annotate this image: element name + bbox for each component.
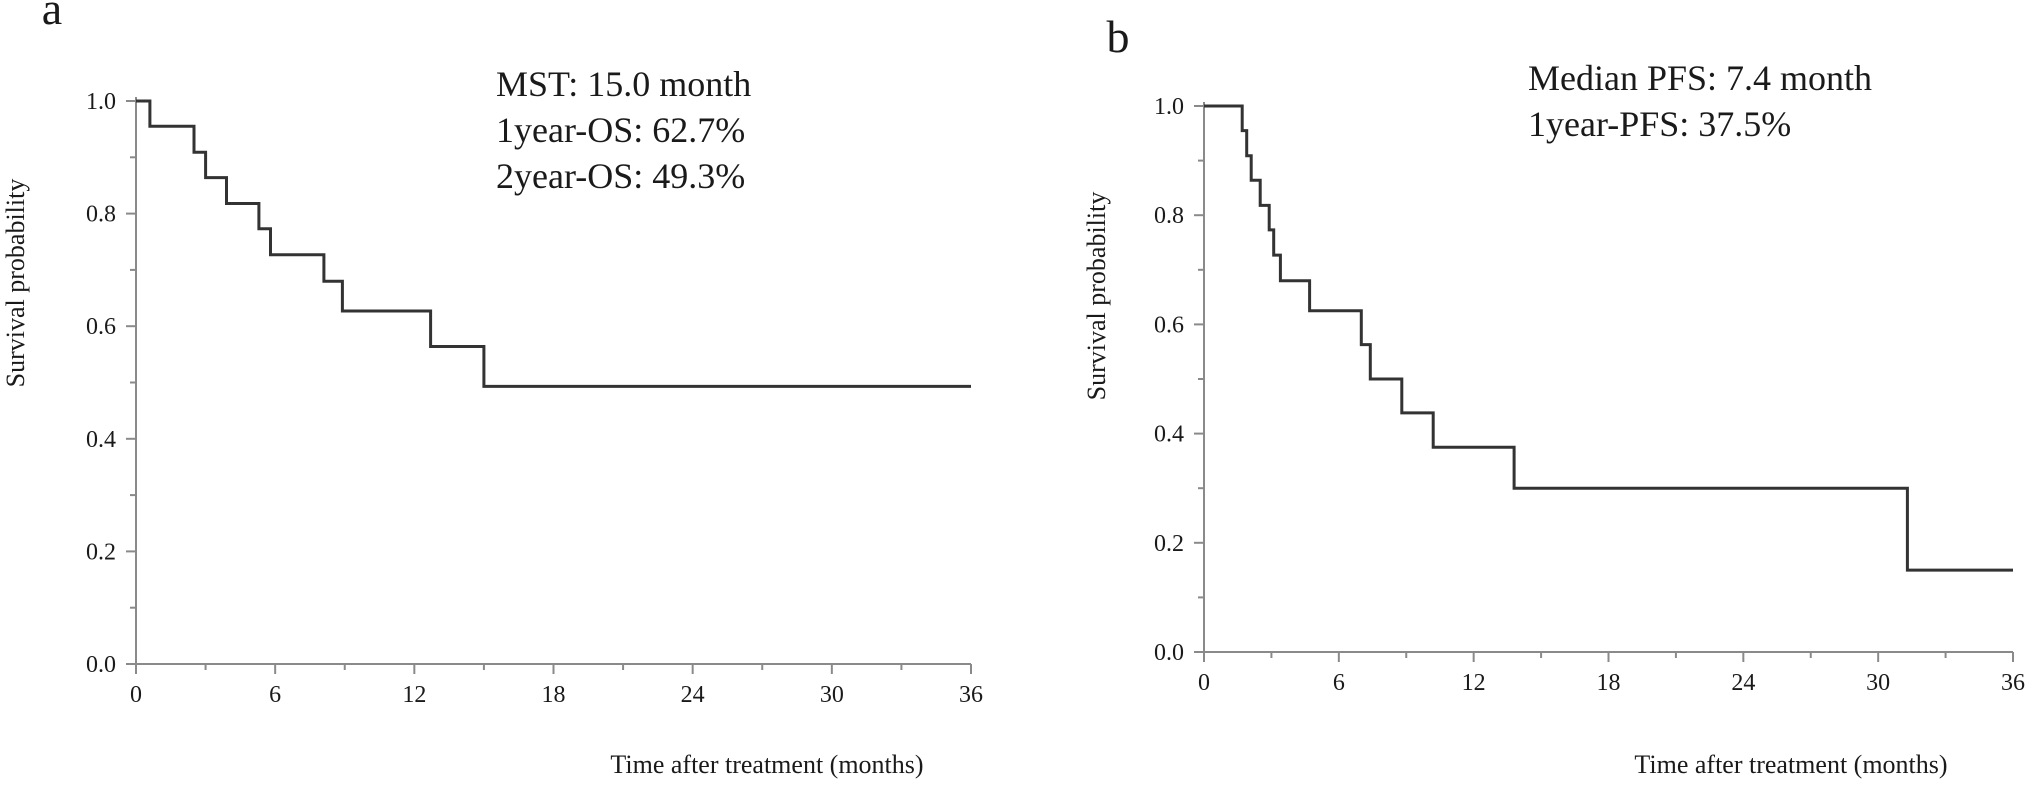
y-tick-label-a: 0.2 <box>86 539 116 565</box>
x-tick-label-b: 18 <box>1597 670 1621 696</box>
y-axis-label-a: Survival probability <box>1 179 30 388</box>
survival-curve-a <box>136 99 971 388</box>
x-tick-label-a: 12 <box>402 682 426 708</box>
y-tick-label-b: 0.0 <box>1154 640 1184 666</box>
x-tick-label-b: 36 <box>2001 670 2025 696</box>
x-tick-label-a: 30 <box>820 682 844 708</box>
x-tick-label-a: 36 <box>959 682 983 708</box>
y-tick-label-b: 1.0 <box>1154 94 1184 120</box>
x-tick-label-b: 6 <box>1333 670 1345 696</box>
x-tick-label-b: 30 <box>1866 670 1890 696</box>
y-tick-label-b: 0.8 <box>1154 203 1184 229</box>
panel-a-overall-survival: a 0 6 12 18 24 30 36 0.0 0.2 0.4 0.6 0.8 1.0 Time afte… <box>1 0 983 779</box>
y-tick-label-b: 0.4 <box>1154 422 1184 448</box>
x-tick-label-b: 0 <box>1198 670 1210 696</box>
y-tick-label-a: 0.4 <box>86 427 116 453</box>
y-tick-label-b: 0.2 <box>1154 531 1184 557</box>
x-tick-label-b: 24 <box>1731 670 1755 696</box>
stat-annotation-b: 1year-PFS: 37.5% <box>1528 104 1791 144</box>
stat-annotation-a: 2year-OS: 49.3% <box>496 156 745 196</box>
panel-b-progression-free-survival: b 0 6 12 18 24 30 36 0.0 0.2 0.4 0.6 0.8 1.0 Time afte… <box>1082 11 2025 779</box>
stat-annotation-b: Median PFS: 7.4 month <box>1528 58 1872 98</box>
x-tick-label-a: 18 <box>542 682 566 708</box>
y-tick-label-a: 0.0 <box>86 652 116 678</box>
y-tick-label-a: 1.0 <box>86 89 116 115</box>
x-tick-label-a: 24 <box>681 682 705 708</box>
x-axis-label-b: Time after treatment (months) <box>1634 750 1947 779</box>
panel-label-b: b <box>1107 11 1130 62</box>
stat-annotation-a: 1year-OS: 62.7% <box>496 110 745 150</box>
x-axis-label-a: Time after treatment (months) <box>610 750 923 779</box>
x-tick-label-a: 6 <box>269 682 281 708</box>
y-tick-label-a: 0.8 <box>86 202 116 228</box>
survival-curve-b <box>1204 104 2013 572</box>
y-axis-label-b: Survival probability <box>1082 192 1111 401</box>
x-tick-label-a: 0 <box>130 682 142 708</box>
y-tick-label-b: 0.6 <box>1154 312 1184 338</box>
x-tick-label-b: 12 <box>1462 670 1486 696</box>
panel-label-a: a <box>42 0 62 34</box>
y-tick-label-a: 0.6 <box>86 314 116 340</box>
stat-annotation-a: MST: 15.0 month <box>496 64 751 104</box>
